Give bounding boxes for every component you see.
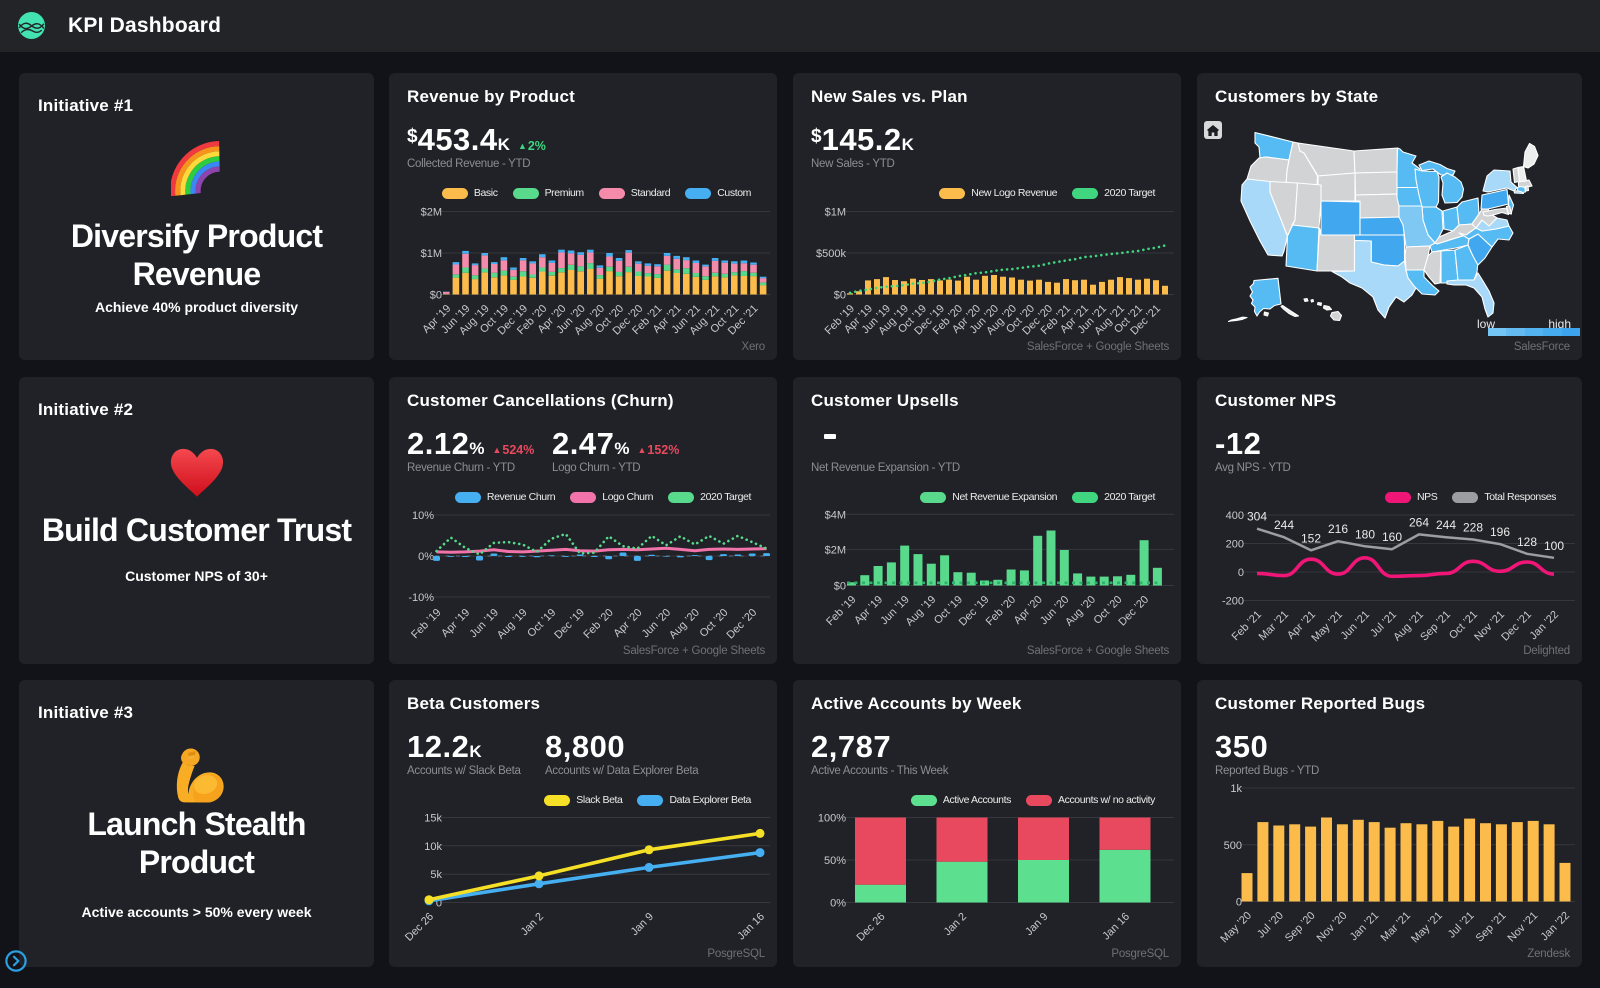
svg-text:10k: 10k (424, 841, 442, 853)
svg-text:0%: 0% (830, 898, 846, 910)
svg-text:0: 0 (1238, 567, 1244, 579)
svg-text:100: 100 (1544, 539, 1564, 553)
svg-text:Mar ’21: Mar ’21 (1379, 910, 1413, 944)
svg-text:400: 400 (1226, 510, 1244, 522)
svg-text:$2M: $2M (825, 544, 846, 556)
svg-text:Apr ’19: Apr ’19 (439, 607, 472, 640)
svg-text:0: 0 (436, 898, 442, 910)
svg-text:152: 152 (1301, 531, 1321, 545)
svg-text:Aug ’19: Aug ’19 (904, 594, 939, 629)
svg-text:Jul ’21: Jul ’21 (1446, 910, 1477, 941)
svg-text:$4M: $4M (825, 509, 846, 521)
svg-text:500: 500 (1224, 840, 1242, 852)
svg-text:$2M: $2M (421, 207, 442, 219)
svg-text:244: 244 (1274, 518, 1294, 532)
svg-text:Jan 2: Jan 2 (519, 911, 547, 939)
svg-text:200: 200 (1226, 539, 1244, 551)
svg-text:Nov ’21: Nov ’21 (1505, 910, 1540, 945)
svg-text:Dec ’21: Dec ’21 (1499, 609, 1534, 644)
svg-text:15k: 15k (424, 813, 442, 825)
svg-text:Feb ’19: Feb ’19 (409, 607, 443, 641)
svg-text:Jan ’22: Jan ’22 (1528, 609, 1562, 643)
svg-text:Dec ’20: Dec ’20 (724, 607, 759, 642)
svg-text:-200: -200 (1222, 596, 1244, 608)
svg-text:160: 160 (1382, 530, 1402, 544)
svg-text:$0: $0 (430, 290, 442, 302)
svg-text:0: 0 (1236, 897, 1242, 909)
svg-text:1k: 1k (1230, 783, 1242, 795)
svg-text:May ’21: May ’21 (1409, 910, 1445, 946)
svg-text:Feb ’19: Feb ’19 (824, 594, 858, 628)
svg-text:Feb ’20: Feb ’20 (984, 594, 1018, 628)
svg-text:Jan 2: Jan 2 (942, 911, 970, 939)
svg-text:Sep ’21: Sep ’21 (1474, 910, 1509, 945)
svg-text:216: 216 (1328, 522, 1348, 536)
svg-text:228: 228 (1463, 521, 1483, 535)
svg-text:Jan 16: Jan 16 (735, 911, 767, 943)
svg-text:196: 196 (1490, 525, 1510, 539)
svg-text:Sep ’21: Sep ’21 (1418, 609, 1453, 644)
svg-text:$1M: $1M (421, 248, 442, 260)
svg-text:$0: $0 (834, 581, 846, 593)
svg-text:Jan 9: Jan 9 (629, 911, 657, 939)
svg-text:Dec ’19: Dec ’19 (552, 607, 587, 642)
svg-text:0%: 0% (418, 551, 434, 563)
svg-text:128: 128 (1517, 535, 1537, 549)
svg-text:Apr ’20: Apr ’20 (611, 607, 644, 640)
svg-text:Jan ’22: Jan ’22 (1539, 910, 1573, 944)
svg-text:Aug ’20: Aug ’20 (667, 607, 702, 642)
svg-text:100%: 100% (818, 813, 846, 825)
svg-text:244: 244 (1436, 518, 1456, 532)
svg-text:Dec 26: Dec 26 (854, 911, 887, 944)
svg-text:Jun ’21: Jun ’21 (1339, 609, 1373, 643)
svg-text:Aug ’19: Aug ’19 (495, 607, 530, 642)
svg-text:May ’20: May ’20 (1218, 910, 1254, 946)
svg-text:Mar ’21: Mar ’21 (1257, 609, 1291, 643)
svg-text:Sep ’20: Sep ’20 (1283, 910, 1318, 945)
svg-text:304: 304 (1247, 510, 1267, 524)
svg-text:10%: 10% (412, 510, 434, 522)
svg-text:Jan ’21: Jan ’21 (1348, 910, 1382, 944)
svg-text:$500k: $500k (816, 248, 846, 260)
svg-text:50%: 50% (824, 855, 846, 867)
svg-text:Feb ’20: Feb ’20 (581, 607, 615, 641)
svg-text:-10%: -10% (408, 592, 434, 604)
svg-text:Aug ’20: Aug ’20 (1063, 594, 1098, 629)
svg-text:Nov ’20: Nov ’20 (1315, 910, 1350, 945)
svg-text:$0: $0 (834, 290, 846, 302)
svg-text:180: 180 (1355, 527, 1375, 541)
svg-text:Dec 26: Dec 26 (403, 911, 436, 944)
svg-text:264: 264 (1409, 515, 1429, 529)
svg-text:Jan 16: Jan 16 (1100, 911, 1132, 943)
svg-text:Jul ’20: Jul ’20 (1255, 910, 1286, 941)
svg-text:Dec ’20: Dec ’20 (1116, 594, 1151, 629)
svg-text:$1M: $1M (825, 207, 846, 219)
svg-text:Jan 9: Jan 9 (1023, 911, 1051, 939)
svg-text:5k: 5k (430, 869, 442, 881)
